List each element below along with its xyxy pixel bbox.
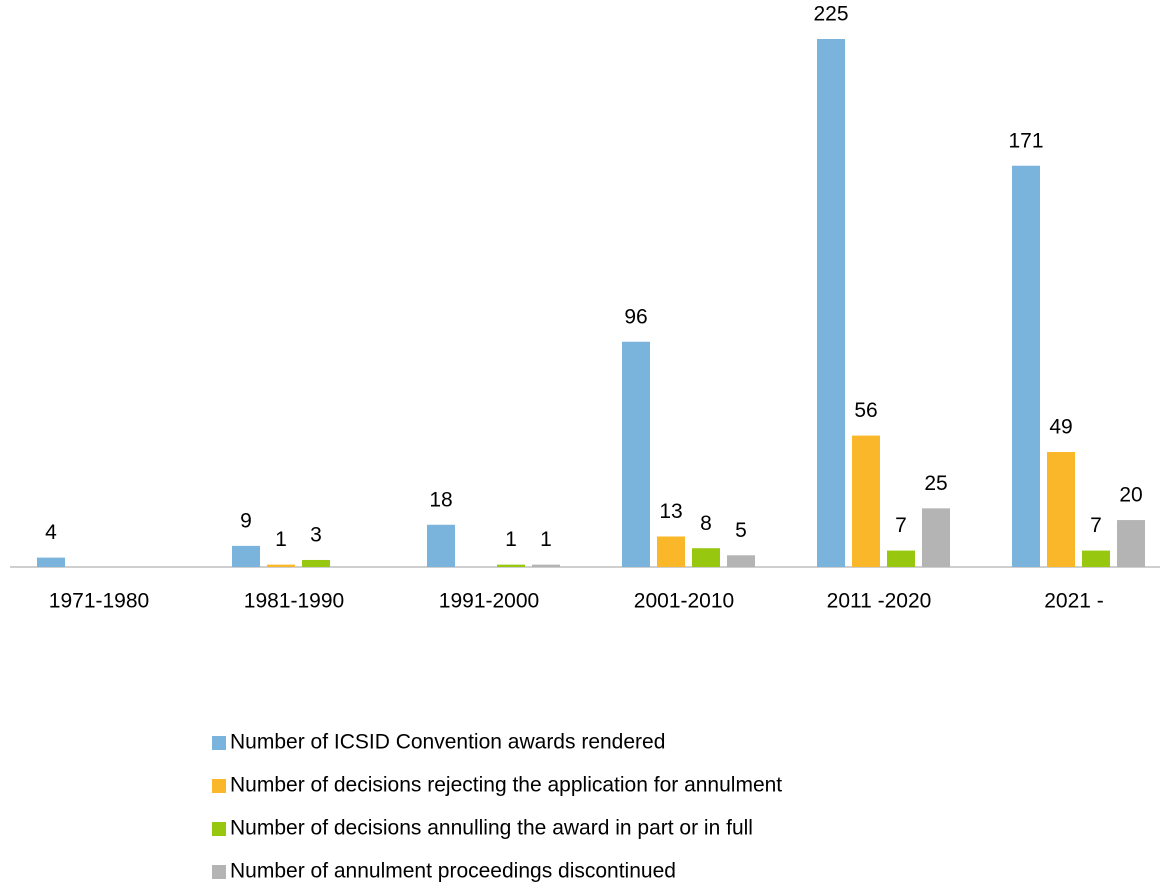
bar — [727, 555, 755, 567]
value-label: 18 — [429, 488, 452, 511]
value-label: 1 — [540, 528, 552, 551]
value-label: 49 — [1049, 416, 1072, 439]
legend-label: Number of ICSID Convention awards render… — [230, 731, 665, 754]
bar — [817, 39, 845, 567]
value-label: 25 — [924, 472, 947, 495]
bar — [922, 508, 950, 567]
bar — [1082, 550, 1110, 567]
bar — [852, 435, 880, 567]
bar — [692, 548, 720, 567]
bar — [37, 557, 65, 567]
value-label: 5 — [735, 519, 747, 542]
x-tick-label: 1981-1990 — [244, 590, 344, 613]
value-label: 171 — [1008, 129, 1043, 152]
bar — [267, 564, 295, 567]
value-label: 56 — [854, 399, 877, 422]
bar — [1012, 165, 1040, 567]
value-label: 1 — [505, 528, 517, 551]
bar — [532, 564, 560, 567]
x-tick-label: 2021 - — [1044, 590, 1104, 613]
legend-swatch — [212, 779, 226, 793]
legend-swatch — [212, 865, 226, 879]
value-label: 3 — [310, 524, 322, 547]
legend-label: Number of annulment proceedings disconti… — [230, 860, 676, 883]
value-label: 7 — [1090, 514, 1102, 537]
legend-label: Number of decisions rejecting the applic… — [230, 774, 782, 797]
bar — [232, 545, 260, 567]
bar — [427, 524, 455, 567]
bar — [887, 550, 915, 567]
value-label: 4 — [45, 521, 57, 544]
value-label: 8 — [700, 512, 712, 535]
value-label: 96 — [624, 305, 647, 328]
bar — [302, 559, 330, 567]
x-tick-label: 2011 -2020 — [827, 590, 932, 613]
bar — [657, 536, 685, 567]
value-label: 20 — [1119, 484, 1142, 507]
value-label: 13 — [659, 500, 682, 523]
legend-swatch — [212, 822, 226, 836]
value-label: 225 — [813, 3, 848, 26]
bar — [1117, 520, 1145, 567]
legend-label: Number of decisions annulling the award … — [230, 817, 753, 840]
value-label: 1 — [275, 528, 287, 551]
x-tick-label: 1971-1980 — [49, 590, 149, 613]
x-tick-label: 1991-2000 — [439, 590, 539, 613]
bar — [622, 341, 650, 567]
legend-swatch — [212, 736, 226, 750]
bar — [497, 564, 525, 567]
x-tick-label: 2001-2010 — [634, 590, 734, 613]
value-label: 9 — [240, 509, 252, 532]
bar — [1047, 452, 1075, 567]
value-label: 7 — [895, 514, 907, 537]
